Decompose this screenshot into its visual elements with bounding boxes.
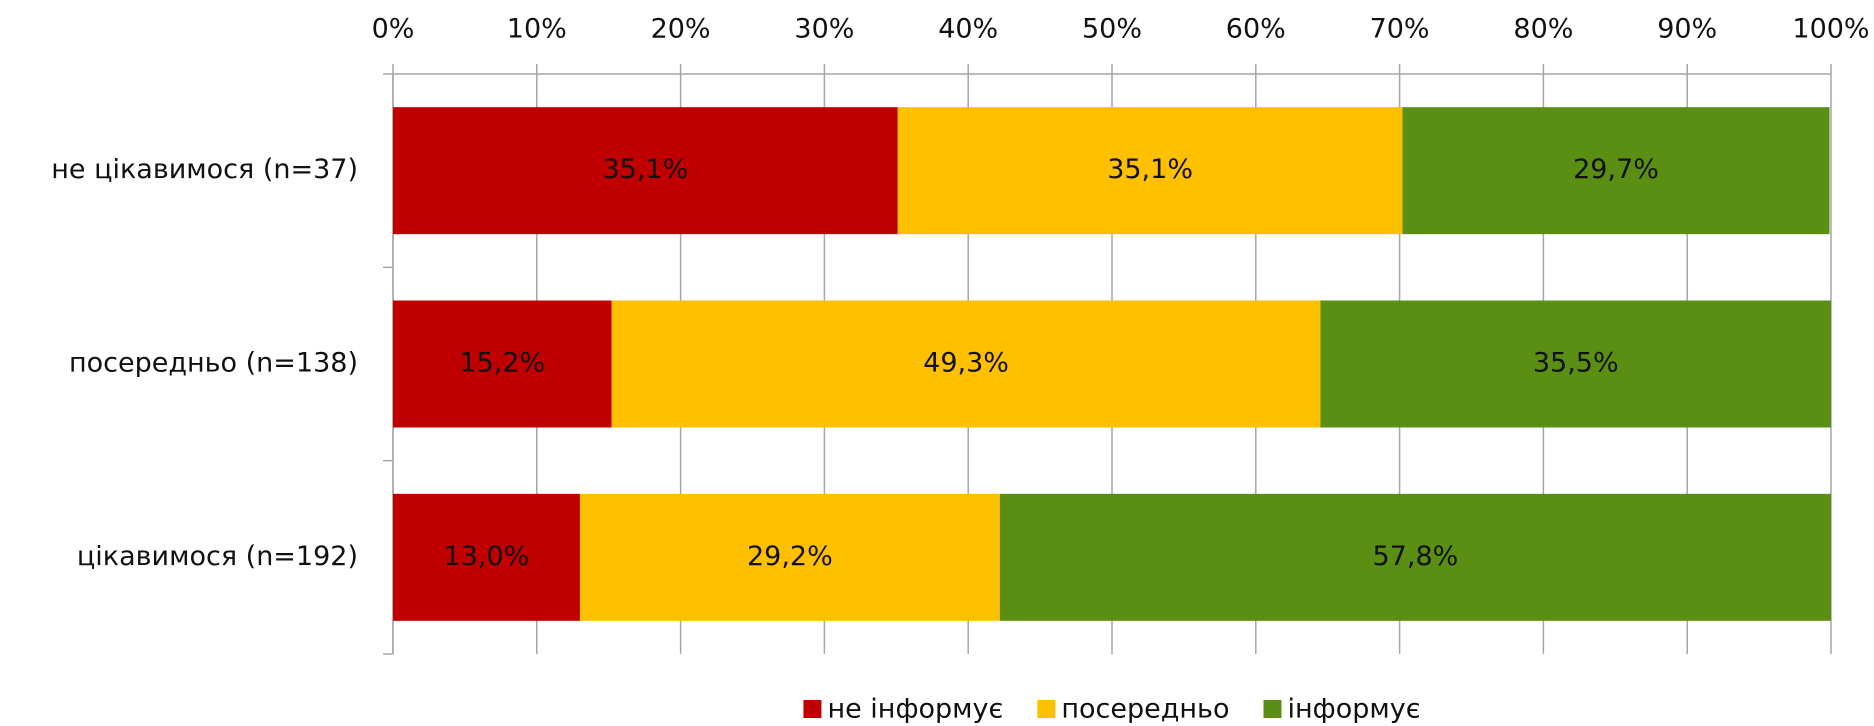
x-tick-label: 60% — [1226, 14, 1286, 45]
data-label: 35,1% — [1107, 154, 1193, 185]
legend-label: не інформує — [827, 694, 1003, 725]
bar-segment — [999, 493, 1831, 621]
x-tick-label: 30% — [794, 14, 854, 45]
bar-segment — [393, 107, 898, 235]
legend-swatch — [803, 700, 822, 718]
legend-swatch — [1037, 700, 1056, 718]
bar-segment — [1320, 300, 1831, 428]
bar-segment — [393, 300, 612, 428]
data-label: 13,0% — [444, 541, 530, 572]
bar-segment — [393, 493, 580, 621]
data-label: 29,2% — [747, 541, 833, 572]
bar-segment — [1402, 107, 1830, 235]
x-tick-label: 40% — [938, 14, 998, 45]
x-tick-label: 70% — [1370, 14, 1430, 45]
legend-swatch — [1263, 700, 1282, 718]
bar-segment — [579, 493, 1000, 621]
x-tick-label: 100% — [1792, 14, 1869, 45]
x-tick-label: 20% — [651, 14, 711, 45]
x-tick-label: 90% — [1657, 14, 1717, 45]
legend-label: інформує — [1288, 694, 1421, 725]
bar-segment — [611, 300, 1321, 428]
legend-label: посередньо — [1061, 694, 1229, 725]
y-tick-label: цікавимося (n=192) — [77, 541, 358, 572]
y-tick-label: посередньо (n=138) — [69, 348, 358, 379]
x-tick-label: 0% — [372, 14, 415, 45]
x-tick-label: 10% — [507, 14, 567, 45]
data-label: 15,2% — [459, 348, 545, 379]
data-label: 35,5% — [1533, 348, 1619, 379]
data-label: 49,3% — [923, 348, 1009, 379]
y-tick-label: не цікавимося (n=37) — [51, 154, 358, 185]
x-tick-label: 50% — [1082, 14, 1142, 45]
x-tick-label: 80% — [1513, 14, 1573, 45]
legend: не інформує посередньо інформує — [803, 694, 1421, 725]
data-label: 29,7% — [1573, 154, 1659, 185]
bar-segment — [897, 107, 1403, 235]
data-label: 57,8% — [1373, 541, 1459, 572]
data-label: 35,1% — [602, 154, 688, 185]
